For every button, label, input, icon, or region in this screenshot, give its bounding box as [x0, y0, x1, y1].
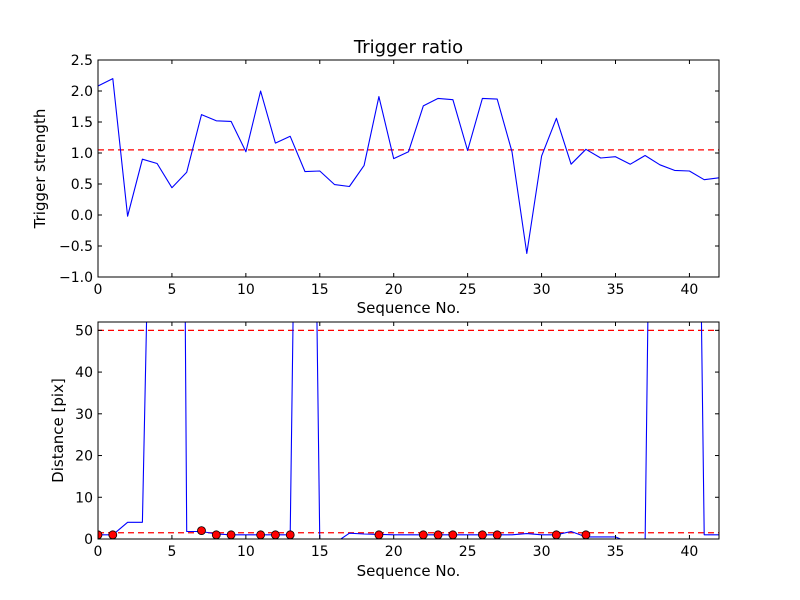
x-tick-label: 10 [237, 282, 255, 298]
y-tick-label: 0.5 [71, 177, 93, 193]
x-tick-label: 30 [533, 544, 551, 560]
x-tick-label: 35 [607, 282, 625, 298]
top-axis-ticks: 0 5 10 15 20 25 30 35 40 −1.0 −0.5 0.0 0.5 1.0 1.5 2.0 2… [59, 53, 719, 298]
x-tick-label: 10 [237, 544, 255, 560]
y-tick-label: 2.0 [71, 84, 93, 100]
bottom-chart: 0 5 10 15 20 25 30 35 40 0 10 20 30 40 50 Sequence No.… [49, 321, 720, 580]
y-tick-label: 0.0 [71, 208, 93, 224]
x-tick-label: 25 [459, 544, 477, 560]
y-tick-label: 40 [75, 365, 93, 381]
data-point-marker [211, 530, 221, 539]
bottom-y-axis-label: Distance [pix] [49, 378, 67, 483]
x-tick-label: 0 [94, 544, 103, 560]
x-tick-label: 20 [385, 282, 403, 298]
data-point-marker [478, 530, 487, 539]
top-chart-title: Trigger ratio [353, 37, 463, 58]
series-line-0 [98, 78, 719, 254]
data-point-marker [271, 530, 280, 539]
y-tick-label: 30 [75, 407, 93, 423]
data-point-marker [433, 530, 443, 539]
series-line-0 [98, 322, 719, 539]
y-tick-label: 1.0 [71, 146, 93, 162]
data-point-marker [108, 530, 118, 539]
top-axes-frame [97, 59, 720, 278]
data-point-marker [285, 530, 295, 539]
top-plot-area [98, 78, 719, 254]
bottom-axes-frame [97, 321, 720, 540]
top-x-axis-label: Sequence No. [357, 299, 461, 317]
data-point-marker [374, 530, 384, 539]
data-point-marker [226, 530, 236, 539]
y-tick-label: −1.0 [59, 270, 93, 286]
top-y-axis-label: Trigger strength [31, 109, 49, 230]
x-tick-label: 25 [459, 282, 477, 298]
data-point-marker [448, 530, 458, 539]
data-point-marker [256, 530, 266, 539]
data-point-marker [581, 530, 591, 539]
x-tick-label: 20 [385, 544, 403, 560]
x-tick-label: 15 [311, 544, 329, 560]
y-tick-label: 20 [75, 449, 93, 465]
x-tick-label: 35 [607, 544, 625, 560]
y-tick-label: 1.5 [71, 115, 93, 131]
x-tick-label: 40 [681, 282, 699, 298]
x-tick-label: 30 [533, 282, 551, 298]
bottom-x-axis-label: Sequence No. [357, 562, 461, 580]
x-tick-label: 5 [167, 282, 176, 298]
data-point-marker [551, 530, 561, 539]
x-tick-label: 15 [311, 282, 329, 298]
top-chart: Trigger ratio 0 5 10 15 20 25 30 35 40 −1.0 −0.5 0.… [31, 37, 720, 317]
y-tick-label: 10 [75, 490, 93, 506]
y-tick-label: 0 [84, 532, 93, 548]
y-tick-label: −0.5 [59, 239, 93, 255]
y-tick-label: 2.5 [71, 53, 93, 69]
x-tick-label: 0 [94, 282, 103, 298]
bottom-plot-area [98, 322, 719, 539]
data-point-marker [98, 530, 103, 539]
data-point-marker [418, 530, 428, 539]
y-tick-label: 50 [75, 323, 93, 339]
bottom-axis-ticks: 0 5 10 15 20 25 30 35 40 0 10 20 30 40 50 [75, 322, 719, 560]
data-point-marker [492, 530, 502, 539]
x-tick-label: 5 [167, 544, 176, 560]
data-point-marker [197, 526, 206, 536]
x-tick-label: 40 [681, 544, 699, 560]
